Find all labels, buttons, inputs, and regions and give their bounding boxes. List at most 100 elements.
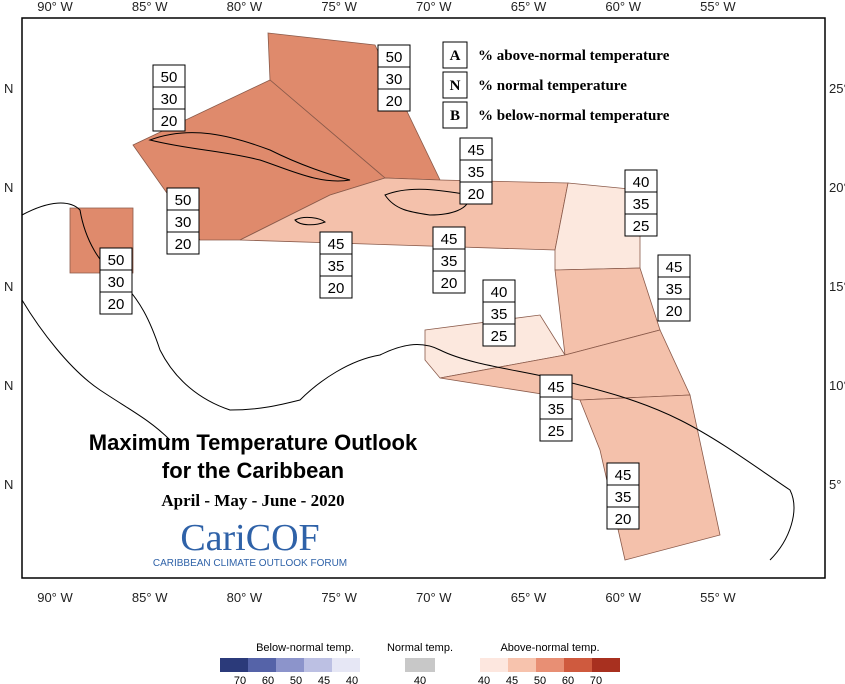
colorbar: 70 60 50 45 40 40 40 45 50 60 70	[220, 658, 620, 684]
season: April - May - June - 2020	[161, 491, 344, 510]
prob-value: 45	[468, 142, 485, 159]
colorbar-swatch	[276, 658, 304, 672]
lon-label: 70° W	[416, 0, 452, 14]
colorbar-title: Normal temp.	[387, 642, 453, 654]
prob-value: 25	[548, 423, 565, 440]
lon-label: 90° W	[37, 0, 73, 14]
lon-label: 60° W	[605, 0, 641, 14]
legend-key: A % above-normal temperature N % normal tem…	[442, 41, 670, 129]
lon-label: 65° W	[511, 0, 547, 14]
colorbar-title: Above-normal temp.	[500, 642, 599, 654]
lat-label: N	[4, 477, 13, 492]
prob-value: 50	[175, 192, 192, 209]
prob-value: 20	[175, 236, 192, 253]
colorbar-label: 70	[590, 675, 602, 684]
lat-label: 5°	[829, 477, 841, 492]
lon-label: 80° W	[227, 0, 263, 14]
colorbar-label: 40	[478, 675, 490, 684]
prob-cell	[377, 88, 411, 112]
lon-label: 60° W	[605, 590, 641, 605]
prob-value: 30	[386, 71, 403, 88]
prob-value: 30	[108, 274, 125, 291]
lat-label: N	[4, 279, 13, 294]
prob-cell	[166, 231, 200, 255]
prob-value: 30	[175, 214, 192, 231]
prob-value: 25	[633, 218, 650, 235]
colorbar-swatch	[332, 658, 360, 672]
prob-value: 35	[441, 253, 458, 270]
prob-cell	[459, 181, 493, 205]
colorbar-label: 70	[234, 675, 246, 684]
lat-label: N	[4, 180, 13, 195]
key-box	[442, 71, 468, 99]
prob-value: 45	[441, 231, 458, 248]
lon-label: 55° W	[700, 0, 736, 14]
lon-label: 75° W	[321, 590, 357, 605]
lat-label: 20°	[829, 180, 845, 195]
colorbar-label: 50	[290, 675, 302, 684]
logo: CariCOF	[180, 517, 319, 559]
prob-value: 20	[666, 303, 683, 320]
colorbar-swatch	[536, 658, 564, 672]
colorbar-label: 45	[506, 675, 518, 684]
lat-label: 15°	[829, 279, 845, 294]
lon-label: 85° W	[132, 590, 168, 605]
coast-pacific	[21, 299, 171, 441]
key-text: % above-normal temperature	[478, 48, 670, 64]
colorbar-title: Below-normal temp.	[256, 642, 354, 654]
prob-value: 30	[161, 91, 178, 108]
colorbar-label: 50	[534, 675, 546, 684]
colorbar-swatch	[220, 658, 248, 672]
prob-value: 35	[666, 281, 683, 298]
prob-cell	[99, 291, 133, 315]
prob-cell	[606, 506, 640, 530]
prob-cell	[657, 298, 691, 322]
lat-label: 25°	[829, 81, 845, 96]
colorbar-swatch	[405, 658, 435, 672]
title: Maximum Temperature Outlook	[89, 430, 418, 455]
colorbar-swatch	[304, 658, 332, 672]
prob-cell	[432, 270, 466, 294]
prob-value: 20	[108, 296, 125, 313]
key-letter: A	[450, 48, 461, 64]
key-letter: N	[450, 78, 461, 94]
coast-cuba	[148, 132, 351, 182]
colorbar-label: 60	[262, 675, 274, 684]
forecast-regions	[69, 32, 721, 561]
prob-value: 20	[441, 275, 458, 292]
prob-value: 50	[386, 49, 403, 66]
colorbar-label: 40	[346, 675, 358, 684]
logo-subtitle: CARIBBEAN CLIMATE OUTLOOK FORUM	[153, 558, 347, 569]
prob-value: 20	[468, 186, 485, 203]
lon-label: 80° W	[227, 590, 263, 605]
colorbar-label: 40	[414, 675, 426, 684]
probability-boxes: 50 30 20 50 30 20 45 35 20 50 30 20 50 30 20 45 35 20 45 35…	[99, 44, 691, 530]
prob-cell	[152, 108, 186, 132]
prob-cell	[482, 323, 516, 347]
lat-label: N	[4, 378, 13, 393]
prob-cell	[624, 213, 658, 237]
lon-label: 85° W	[132, 0, 168, 14]
title: for the Caribbean	[162, 458, 344, 483]
prob-value: 35	[633, 196, 650, 213]
prob-value: 25	[491, 328, 508, 345]
region-guianas	[579, 394, 721, 561]
prob-value: 40	[633, 174, 650, 191]
prob-value: 45	[615, 467, 632, 484]
colorbar-swatch	[480, 658, 508, 672]
lon-label: 90° W	[37, 590, 73, 605]
prob-value: 35	[328, 258, 345, 275]
colorbar-label: 60	[562, 675, 574, 684]
prob-cell	[539, 418, 573, 442]
prob-value: 40	[491, 284, 508, 301]
key-text: % normal temperature	[478, 78, 627, 94]
key-box	[442, 41, 468, 69]
prob-cell	[319, 275, 353, 299]
key-text: % below-normal temperature	[478, 108, 670, 124]
colorbar-label: 45	[318, 675, 330, 684]
colorbar-swatch	[564, 658, 592, 672]
lon-label: 75° W	[321, 0, 357, 14]
prob-value: 50	[161, 69, 178, 86]
prob-value: 35	[491, 306, 508, 323]
